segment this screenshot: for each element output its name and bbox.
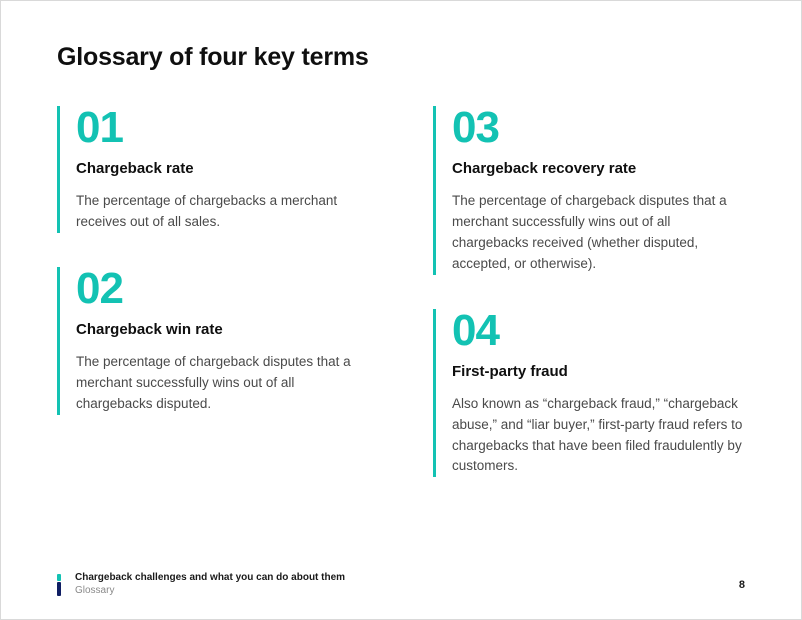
footer-doc-title: Chargeback challenges and what you can d… (75, 572, 345, 585)
term-number: 04 (452, 309, 745, 353)
term-title: Chargeback win rate (76, 321, 369, 338)
page-footer: Chargeback challenges and what you can d… (57, 572, 745, 597)
footer-section: Glossary (75, 585, 345, 598)
term-03: 03 Chargeback recovery rate The percenta… (433, 106, 745, 275)
term-description: Also known as “chargeback fraud,” “charg… (452, 394, 745, 478)
terms-grid: 01 Chargeback rate The percentage of cha… (57, 106, 745, 477)
term-04: 04 First-party fraud Also known as “char… (433, 309, 745, 478)
term-description: The percentage of chargeback disputes th… (76, 352, 369, 415)
page-number: 8 (739, 579, 745, 591)
term-number: 01 (76, 106, 369, 150)
term-01: 01 Chargeback rate The percentage of cha… (57, 106, 369, 233)
term-description: The percentage of chargebacks a merchant… (76, 191, 369, 233)
term-title: Chargeback recovery rate (452, 160, 745, 177)
term-title: Chargeback rate (76, 160, 369, 177)
term-number: 03 (452, 106, 745, 150)
page-title: Glossary of four key terms (57, 43, 745, 72)
term-02: 02 Chargeback win rate The percentage of… (57, 267, 369, 415)
term-title: First-party fraud (452, 363, 745, 380)
term-description: The percentage of chargeback disputes th… (452, 191, 745, 275)
logo-icon (57, 574, 63, 596)
term-number: 02 (76, 267, 369, 311)
